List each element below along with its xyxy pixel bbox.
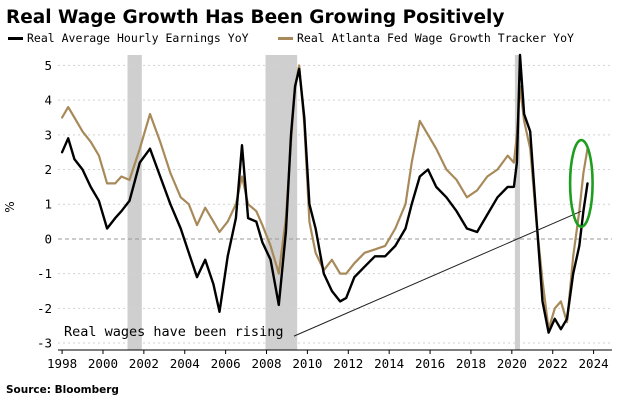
annotation-text: Real wages have been rising <box>64 324 283 340</box>
x-tick-label: 2016 <box>415 356 445 371</box>
x-tick-label: 1998 <box>47 356 77 371</box>
x-axis-ticks: 1998 2000 2002 2004 2006 2008 2010 2012 2014 2016… <box>47 349 612 371</box>
highlight-ellipse <box>568 138 594 229</box>
y-tick-label: -1 <box>37 266 52 281</box>
recession-shading <box>127 55 521 350</box>
recession-band-1 <box>265 55 298 350</box>
x-tick-label: 2018 <box>456 356 486 371</box>
y-tick-label: 4 <box>44 93 52 108</box>
y-axis-ticks: 5 4 3 2 1 0 -1 -2 -3 <box>37 58 52 351</box>
y-tick-label: 1 <box>44 197 52 212</box>
x-tick-label: 2014 <box>374 356 404 371</box>
x-tick-label: 2002 <box>129 356 159 371</box>
x-tick-label: 2022 <box>538 356 568 371</box>
legend-swatch-earnings <box>8 37 23 40</box>
series-lines <box>60 53 589 334</box>
x-tick-label: 2006 <box>211 356 241 371</box>
trend-line <box>293 210 582 337</box>
recession-band-0 <box>127 55 142 350</box>
x-tick-label: 2008 <box>251 356 281 371</box>
series-line-earnings <box>60 53 589 334</box>
y-tick-label: -2 <box>37 301 52 316</box>
recession-band-2 <box>514 55 521 350</box>
x-tick-label: 2020 <box>497 356 527 371</box>
x-tick-label: 2004 <box>170 356 200 371</box>
legend-label-earnings: Real Average Hourly Earnings YoY <box>27 31 249 45</box>
legend-label-atlanta-fed: Real Atlanta Fed Wage Growth Tracker YoY <box>297 31 574 45</box>
chart-title: Real Wage Growth Has Been Growing Positi… <box>6 7 504 28</box>
y-tick-label: -3 <box>37 336 52 351</box>
y-axis-label: % <box>3 201 17 212</box>
x-tick-label: 2010 <box>292 356 322 371</box>
legend: Real Average Hourly Earnings YoY Real At… <box>8 31 574 45</box>
annotations: Real wages have been rising <box>64 138 594 340</box>
x-tick-label: 2012 <box>333 356 363 371</box>
y-tick-label: 3 <box>44 127 52 142</box>
legend-swatch-atlanta-fed <box>278 37 293 40</box>
source-note: Source: Bloomberg <box>6 384 119 396</box>
y-tick-label: 2 <box>44 162 52 177</box>
y-tick-label: 5 <box>44 58 52 73</box>
y-tick-label: 0 <box>44 231 52 246</box>
x-tick-label: 2000 <box>88 356 118 371</box>
x-tick-label: 2024 <box>579 356 609 371</box>
